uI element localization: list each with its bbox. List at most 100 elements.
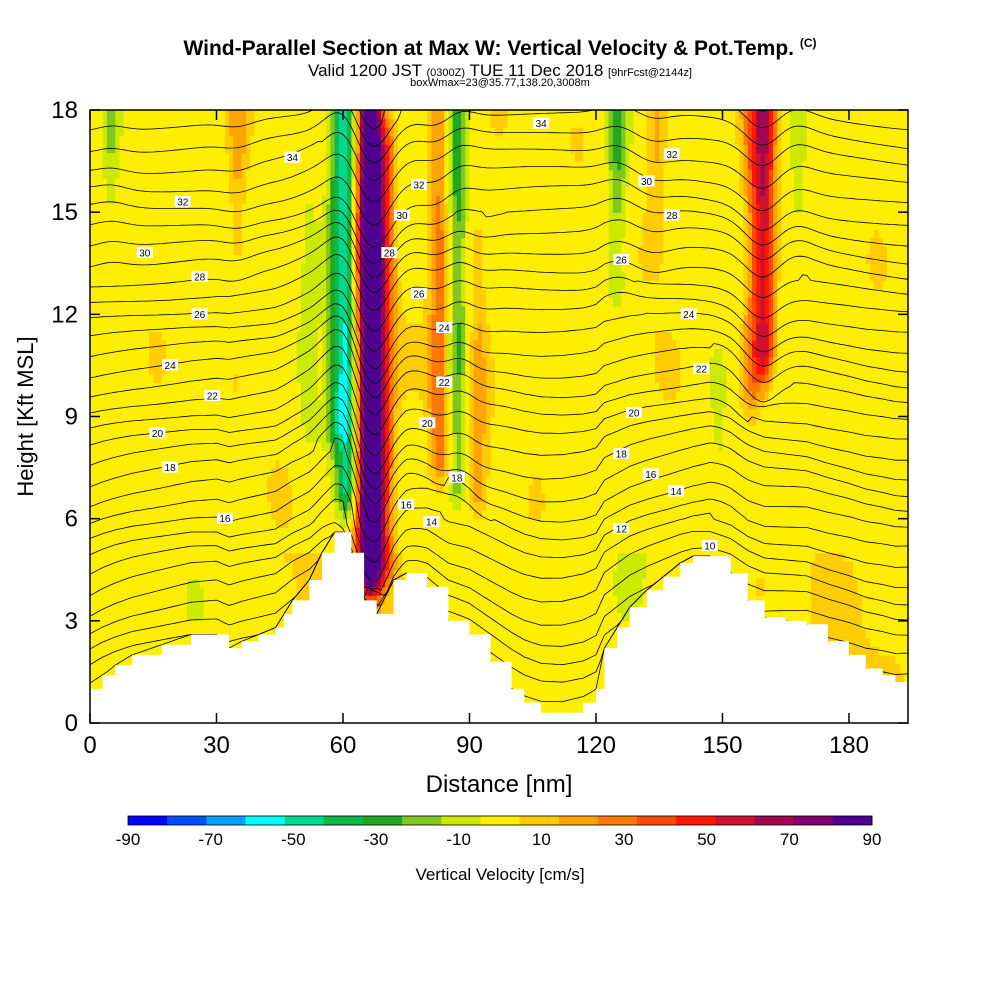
velocity-cell — [351, 195, 357, 205]
velocity-cell — [305, 442, 310, 452]
velocity-cell — [153, 442, 159, 452]
velocity-cell — [271, 110, 277, 120]
velocity-cell — [186, 305, 192, 315]
velocity-cell — [305, 280, 310, 290]
velocity-cell — [347, 127, 353, 137]
velocity-cell — [212, 399, 218, 409]
velocity-cell — [326, 110, 331, 120]
velocity-cell — [317, 331, 323, 341]
velocity-cell — [220, 195, 226, 205]
velocity-cell — [292, 467, 298, 477]
velocity-cell — [157, 569, 163, 579]
velocity-cell — [271, 152, 277, 162]
velocity-cell — [305, 271, 310, 281]
velocity-cell — [174, 297, 180, 307]
velocity-cell — [98, 331, 104, 341]
velocity-cell — [140, 118, 146, 128]
velocity-cell — [224, 186, 230, 196]
velocity-cell — [359, 203, 365, 213]
velocity-cell — [233, 467, 239, 477]
velocity-cell — [224, 178, 230, 188]
velocity-cell — [195, 578, 201, 588]
velocity-cell — [157, 637, 163, 647]
velocity-cell — [237, 527, 243, 537]
velocity-cell — [153, 161, 159, 171]
velocity-cell — [191, 127, 197, 137]
velocity-cell — [279, 433, 285, 443]
velocity-cell — [123, 629, 129, 639]
velocity-cell — [246, 552, 251, 562]
velocity-cell — [94, 459, 100, 469]
velocity-cell — [161, 544, 167, 554]
velocity-cell — [258, 501, 264, 511]
velocity-cell — [165, 399, 171, 409]
velocity-cell — [237, 356, 243, 367]
velocity-cell — [220, 271, 226, 281]
velocity-cell — [305, 390, 310, 401]
velocity-cell — [161, 229, 167, 239]
velocity-cell — [275, 110, 281, 120]
velocity-cell — [246, 195, 251, 205]
velocity-cell — [330, 450, 336, 460]
velocity-cell — [250, 331, 256, 341]
velocity-cell — [355, 527, 361, 537]
velocity-cell — [149, 271, 154, 281]
velocity-cell — [342, 118, 348, 128]
velocity-cell — [380, 544, 386, 554]
velocity-cell — [250, 442, 256, 452]
velocity-cell — [220, 263, 226, 273]
velocity-cell — [212, 161, 218, 171]
velocity-cell — [102, 271, 108, 281]
velocity-cell — [300, 331, 306, 341]
velocity-cell — [191, 535, 197, 545]
velocity-cell — [309, 544, 315, 554]
velocity-cell — [279, 127, 285, 137]
velocity-cell — [216, 629, 222, 639]
velocity-cell — [119, 365, 125, 375]
velocity-cell — [178, 544, 184, 554]
velocity-cell — [372, 297, 378, 307]
velocity-cell — [279, 348, 285, 358]
velocity-cell — [216, 144, 222, 154]
velocity-cell — [229, 314, 234, 324]
velocity-cell — [355, 152, 361, 162]
velocity-cell — [165, 569, 171, 579]
velocity-cell — [368, 339, 374, 349]
velocity-cell — [271, 288, 277, 298]
velocity-cell — [330, 356, 336, 367]
velocity-cell — [157, 263, 163, 273]
velocity-cell — [359, 510, 365, 520]
velocity-cell — [355, 356, 361, 367]
velocity-cell — [334, 433, 340, 443]
velocity-cell — [203, 178, 209, 188]
velocity-cell — [127, 110, 133, 120]
velocity-cell — [309, 161, 315, 171]
velocity-cell — [106, 246, 112, 256]
velocity-cell — [271, 595, 277, 605]
velocity-cell — [250, 595, 256, 605]
velocity-cell — [305, 356, 310, 367]
velocity-cell — [317, 186, 323, 196]
velocity-cell — [106, 161, 112, 171]
velocity-cell — [132, 484, 137, 494]
velocity-cell — [90, 620, 95, 630]
velocity-cell — [237, 603, 243, 613]
velocity-cell — [347, 297, 353, 307]
velocity-cell — [246, 305, 251, 315]
velocity-cell — [161, 288, 167, 298]
velocity-cell — [326, 356, 331, 367]
velocity-cell — [208, 314, 213, 324]
velocity-cell — [321, 161, 327, 171]
velocity-cell — [309, 254, 315, 264]
velocity-cell — [351, 152, 357, 162]
velocity-cell — [94, 442, 100, 452]
velocity-cell — [330, 280, 336, 290]
velocity-cell — [165, 348, 171, 358]
velocity-cell — [90, 110, 95, 120]
velocity-cell — [292, 297, 298, 307]
velocity-cell — [372, 433, 378, 443]
velocity-cell — [250, 110, 256, 120]
velocity-cell — [111, 212, 116, 222]
velocity-cell — [216, 237, 222, 247]
velocity-cell — [364, 433, 369, 443]
